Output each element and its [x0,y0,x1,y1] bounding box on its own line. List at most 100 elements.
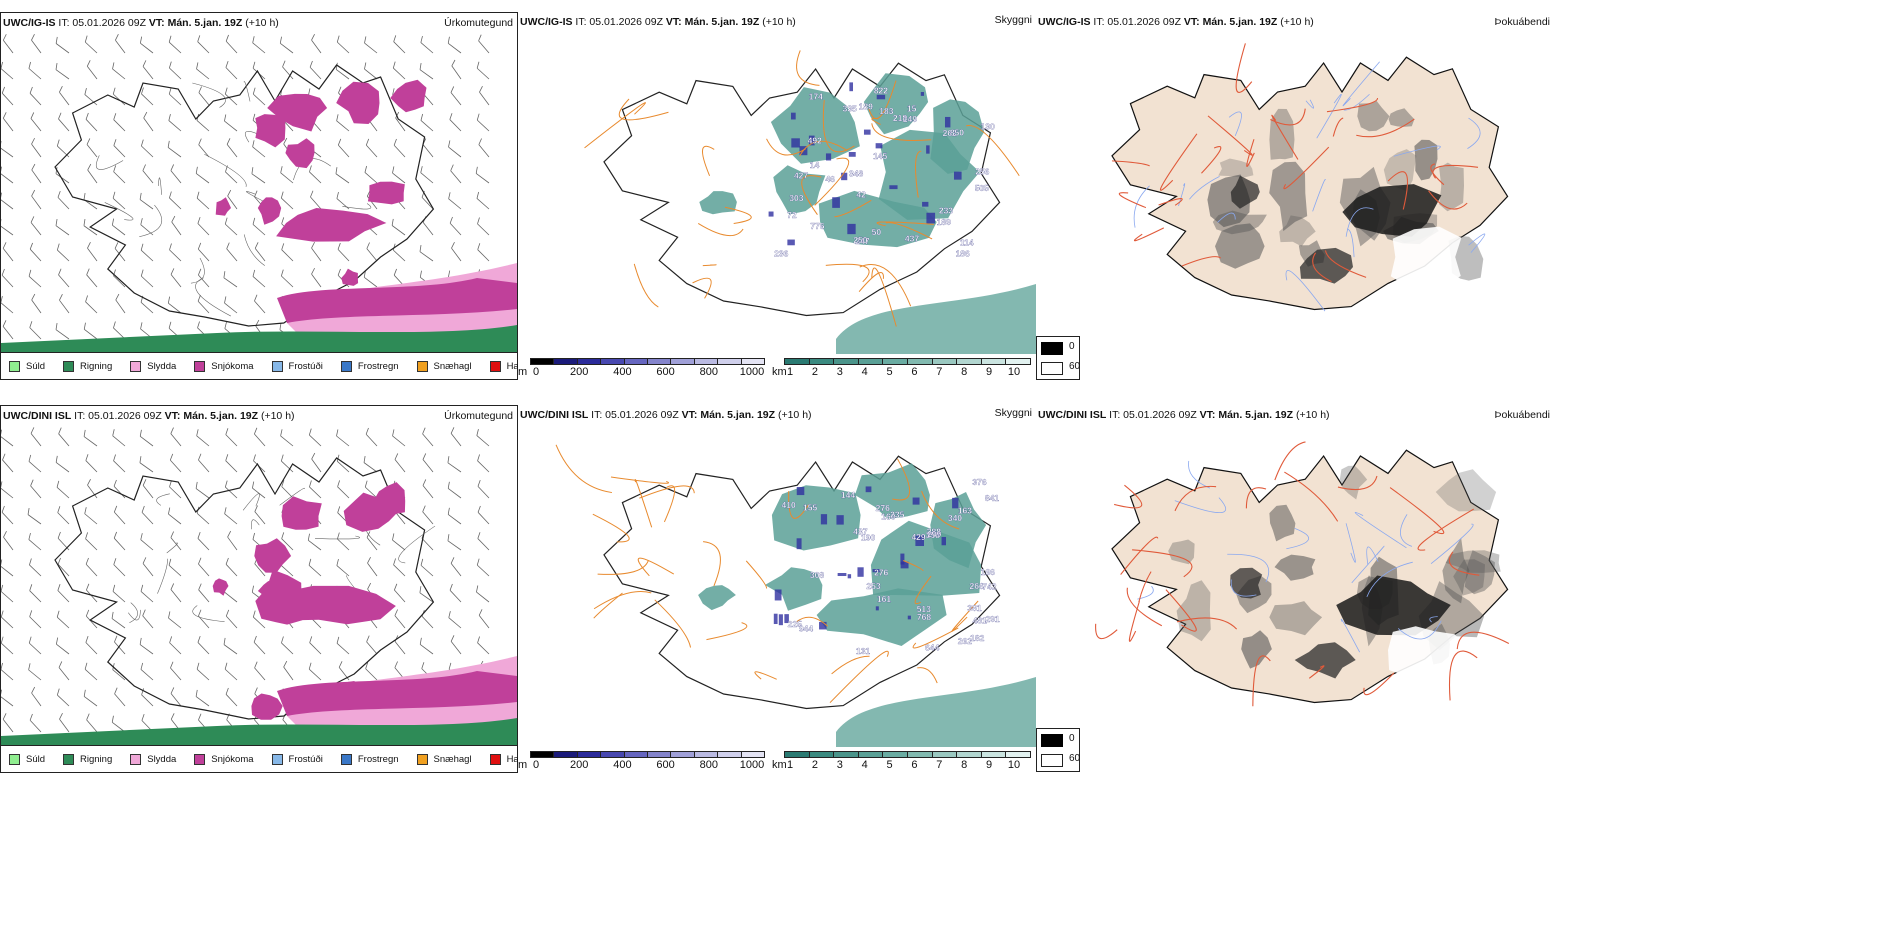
wind-barb [1,219,14,236]
road-line [692,277,712,299]
wind-barb [170,583,182,603]
road-line [1308,665,1325,679]
fog-panel-row2: UWC/DINI ISL IT: 05.01.2026 09Z VT: Mán.… [1036,405,1554,725]
wind-barb [422,479,434,499]
colorbar-segment [623,358,648,365]
issue-time: IT: 05.01.2026 09Z [58,17,146,29]
snowfall-area [373,482,406,518]
road-line [593,591,652,610]
road-line [868,80,897,120]
wind-barb [450,427,462,447]
road-line [1207,115,1253,156]
legend-label: Frostregn [357,360,399,372]
road-line [871,267,897,327]
precip-legend-item: Snæhagl [416,753,472,765]
precip-legend-item: Súld [9,360,46,372]
low-cloud-base-spot [847,223,856,235]
road-line [697,223,744,237]
road-line [1165,589,1197,632]
legend-label: Súld [26,360,46,372]
wind-barb [310,190,322,210]
cloud-base-value: 850 [950,127,964,137]
wind-barb [197,35,210,54]
wind-barb [338,661,350,681]
road-line [1128,601,1140,642]
wind-barb [394,635,406,655]
wind-barb [57,190,70,210]
wind-barb [337,138,350,158]
road-line [1430,163,1445,186]
wind-barb [226,138,238,158]
road-line [1126,587,1163,627]
cloud-base-value: 189 [937,217,951,227]
legend-label: Rigning [80,753,113,765]
wind-barb [198,557,210,577]
road-line [796,616,828,627]
cloud-base-value: 262 [958,636,972,646]
colorbar-tick: 8 [961,759,968,771]
wind-barb [477,243,490,262]
fog-black-label: 0 [1069,733,1075,744]
wind-barb [419,586,434,603]
river-line [1312,178,1326,212]
colorbar-segment [740,358,765,365]
issue-time: IT: 05.01.2026 09Z [575,16,663,28]
road-line [966,125,1020,177]
wind-barb [56,243,70,262]
road-line [825,263,870,283]
wind-barb [252,610,266,629]
wind-barb [87,241,98,262]
precip-legend-item: Snjókoma [194,753,254,765]
colorbar-tick: 0 [532,759,540,771]
wind-barb [83,192,98,210]
wind-barb [252,217,266,236]
wind-barb [170,268,182,288]
road-line [829,650,889,704]
wind-barb [225,428,238,447]
wind-barb [224,217,238,236]
catchment-line [342,203,372,210]
river-line [1429,616,1438,623]
wind-barb [225,609,238,629]
wind-barb [252,269,266,288]
wind-barb [365,427,378,447]
precip-legend-item: Rigning [63,360,112,372]
cloud-base-value: 308 [810,570,824,580]
cloud-base-value: 481 [973,616,987,626]
model-name: UWC/DINI ISL [1038,409,1107,421]
reduced-visibility-area [836,284,1036,354]
valid-time: Mán. 5.jan. 19Z [183,410,259,422]
low-cloud-base-spot [863,129,871,135]
colorbar-segment [576,751,602,758]
reduced-visibility-area [773,165,826,215]
model-name: UWC/IG-IS [3,17,56,29]
wind-barb [1,86,14,106]
colorbar-tick: 1 [786,759,794,771]
legend-swatch [340,753,352,765]
low-cloud-base-spot [889,185,898,190]
wind-barb [309,636,322,655]
catchment-line [243,234,265,266]
road-line [859,264,912,307]
wind-barb [83,429,98,447]
cloud-base-value: 492 [808,136,822,146]
wind-barb [311,267,322,288]
cloud-base-value: 841 [985,493,999,503]
wind-barb [364,165,378,184]
road-line [834,199,872,218]
legend-swatch [9,360,20,372]
low-cloud-base-spot [922,201,929,207]
snowfall-area [341,268,359,286]
wind-barb [140,533,154,551]
catchment-line [104,202,134,221]
cloud-base-value: 768 [917,612,931,622]
road-line [1138,571,1152,603]
wind-barb [57,531,70,551]
road-line [1363,672,1395,696]
cloud-base-value: 513 [917,604,931,614]
wind-barb [337,480,350,499]
wind-barb [170,427,182,447]
road-line [921,490,960,530]
road-line [1118,192,1147,209]
wind-barb [196,62,210,80]
